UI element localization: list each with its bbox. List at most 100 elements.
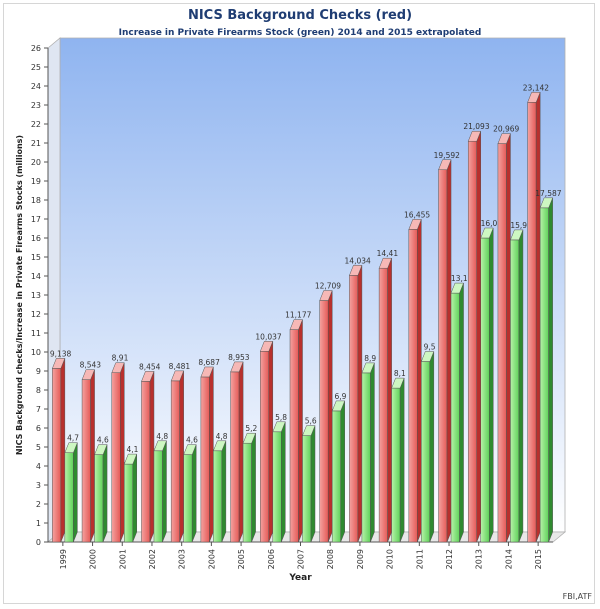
y-tick-label: 24 (31, 82, 41, 91)
data-label: 17,587 (535, 189, 561, 198)
firearms-bar-side (102, 444, 108, 543)
firearms-bar (272, 431, 282, 543)
data-label: 8,1 (394, 369, 406, 378)
firearms-bar-side (340, 400, 345, 543)
data-label: 9,5 (424, 343, 436, 352)
y-tick-label: 26 (31, 44, 41, 53)
data-label: 6,9 (334, 392, 346, 401)
y-tick-label: 15 (31, 253, 41, 262)
x-tick-label: 2011 (415, 549, 424, 569)
nics-bar-side (476, 131, 481, 543)
data-label: 4,1 (127, 445, 139, 454)
y-tick-label: 22 (31, 120, 41, 129)
data-label: 21,093 (463, 122, 489, 131)
nics-bar (260, 351, 270, 543)
nics-bar-side (357, 265, 363, 543)
y-tick-label: 23 (31, 101, 41, 110)
x-tick-label: 2013 (475, 549, 484, 569)
x-tick-label: 2014 (504, 549, 513, 569)
y-tick-label: 7 (36, 405, 41, 414)
nics-bar (319, 300, 329, 543)
firearms-bar (450, 292, 460, 543)
chart-title: NICS Background Checks (red) (187, 8, 413, 23)
data-label: 4,7 (67, 434, 79, 443)
firearms-bar (510, 239, 520, 543)
firearms-bar-side (132, 454, 138, 543)
nics-bar-top (51, 358, 66, 369)
data-label: 11,177 (285, 311, 311, 320)
firearms-bar-side (459, 283, 464, 543)
y-tick-label: 1 (36, 519, 41, 528)
nics-bar (170, 380, 180, 543)
firearms-bar-top (302, 425, 316, 436)
firearms-bar-side (191, 444, 197, 543)
y-tick-label: 4 (36, 462, 41, 471)
firearms-bar (361, 372, 371, 543)
data-label: 19,592 (434, 151, 460, 160)
x-axis-title: Year (288, 573, 312, 583)
y-tick-label: 0 (36, 538, 41, 547)
firearms-bar-top (183, 444, 197, 455)
firearms-bar (421, 361, 431, 543)
firearms-bar (480, 237, 490, 543)
nics-bar-side (535, 92, 541, 543)
nics-bar-side (149, 371, 155, 543)
y-tick-label: 16 (31, 234, 41, 243)
firearms-bar-top (539, 197, 554, 209)
data-label: 8,9 (364, 354, 376, 363)
chart-subtitle: Increase in Private Firearms Stock (gree… (118, 28, 482, 38)
nics-bar-top (497, 133, 511, 144)
nics-bar (497, 143, 507, 543)
x-tick-label: 2015 (534, 549, 543, 569)
nics-bar-top (289, 319, 303, 330)
data-label: 15,9 (510, 221, 527, 230)
nics-bar-top (200, 366, 214, 378)
firearms-bar-side (162, 440, 167, 543)
y-tick-label: 18 (31, 196, 41, 205)
data-label: 5,8 (275, 413, 287, 422)
firearms-bar (539, 207, 549, 543)
plot-area: 0123456789101112131415161718192021222324… (15, 37, 567, 583)
nics-bar (349, 275, 359, 543)
nics-bar (200, 376, 210, 543)
firearms-bar-side (518, 229, 524, 543)
y-tick-label: 8 (36, 386, 41, 395)
nics-bar-top (259, 341, 274, 352)
data-label: 14,41 (377, 249, 399, 258)
y-tick-label: 12 (31, 310, 41, 319)
firearms-bar (331, 410, 341, 543)
firearms-bar-side (251, 433, 256, 543)
firearms-bar-side (221, 440, 227, 543)
x-tick-label: 1999 (59, 549, 68, 569)
y-tick-label: 10 (31, 348, 41, 357)
y-tick-label: 21 (31, 139, 41, 148)
firearms-bar-top (510, 229, 524, 241)
y-tick-label: 13 (31, 291, 41, 300)
nics-bar-side (417, 219, 422, 543)
firearms-bar-top (272, 421, 286, 433)
data-label: 5,2 (245, 424, 257, 433)
data-label: 20,969 (493, 125, 519, 134)
data-label: 8,953 (228, 353, 250, 362)
data-label: 4,8 (216, 432, 228, 441)
firearms-bar-side (429, 351, 435, 543)
data-label: 12,709 (315, 282, 341, 291)
firearms-bar (213, 450, 223, 543)
data-label: 4,8 (156, 432, 168, 441)
y-tick-label: 17 (31, 215, 41, 224)
nics-bar (527, 102, 537, 543)
data-label: 8,687 (198, 358, 220, 367)
nics-bar-top (141, 371, 155, 382)
nics-bar-top (349, 265, 363, 276)
firearms-bar-side (548, 197, 553, 543)
y-tick-label: 14 (31, 272, 41, 281)
nics-bar-top (81, 369, 95, 380)
nics-bar-side (298, 319, 303, 543)
firearms-bar (153, 450, 163, 543)
y-tick-label: 11 (31, 329, 41, 338)
x-tick-label: 2006 (267, 549, 276, 569)
nics-bar-top (230, 361, 244, 373)
nics-bar-side (268, 341, 274, 543)
y-tick-label: 19 (31, 177, 41, 186)
